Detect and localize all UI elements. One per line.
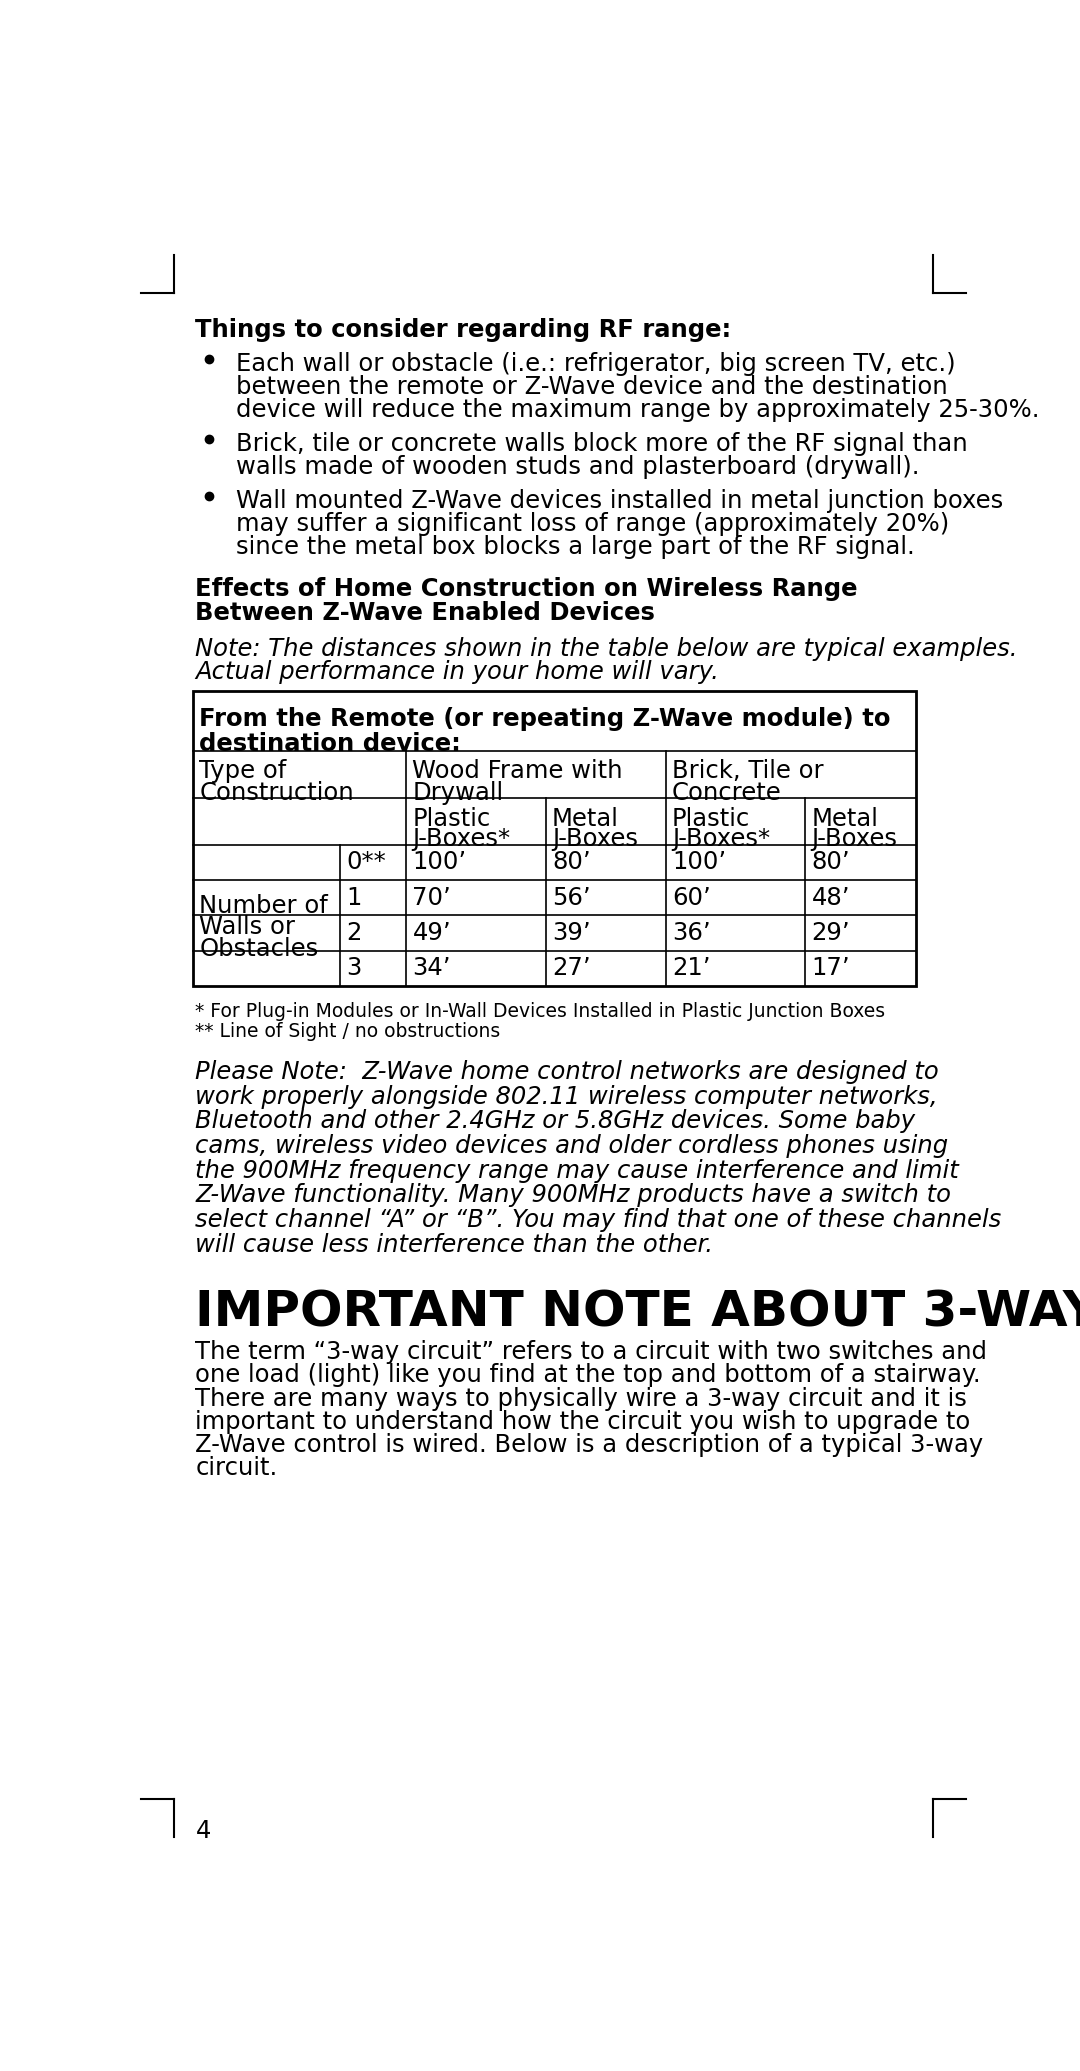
Text: 100’: 100’ (672, 851, 726, 874)
Text: Metal: Metal (811, 806, 878, 830)
Text: Obstacles: Obstacles (200, 936, 319, 961)
Text: Plastic: Plastic (413, 806, 490, 830)
Text: Brick, tile or concrete walls block more of the RF signal than: Brick, tile or concrete walls block more… (235, 431, 968, 456)
Text: Each wall or obstacle (i.e.: refrigerator, big screen TV, etc.): Each wall or obstacle (i.e.: refrigerato… (235, 352, 956, 375)
Text: select channel “A” or “B”. You may find that one of these channels: select channel “A” or “B”. You may find … (195, 1207, 1002, 1232)
Text: 60’: 60’ (672, 886, 711, 909)
Text: The term “3-way circuit” refers to a circuit with two switches and: The term “3-way circuit” refers to a cir… (195, 1340, 987, 1365)
Text: Walls or: Walls or (200, 915, 295, 940)
Text: Actual performance in your home will vary.: Actual performance in your home will var… (195, 661, 719, 683)
Text: Effects of Home Construction on Wireless Range: Effects of Home Construction on Wireless… (195, 576, 858, 601)
Text: Type of: Type of (200, 760, 286, 783)
Text: work properly alongside 802.11 wireless computer networks,: work properly alongside 802.11 wireless … (195, 1085, 939, 1108)
Text: Number of: Number of (200, 895, 328, 917)
Text: since the metal box blocks a large part of the RF signal.: since the metal box blocks a large part … (235, 534, 915, 559)
Text: Plastic: Plastic (672, 806, 751, 830)
Text: 4: 4 (195, 1818, 211, 1843)
Text: Wall mounted Z-Wave devices installed in metal junction boxes: Wall mounted Z-Wave devices installed in… (235, 489, 1003, 514)
Text: Concrete: Concrete (672, 781, 782, 806)
Text: 100’: 100’ (413, 851, 467, 874)
Text: will cause less interference than the other.: will cause less interference than the ot… (195, 1232, 714, 1257)
Text: 17’: 17’ (811, 957, 850, 980)
Text: Z-Wave functionality. Many 900MHz products have a switch to: Z-Wave functionality. Many 900MHz produc… (195, 1183, 951, 1207)
Text: 49’: 49’ (413, 922, 451, 944)
Text: between the remote or Z-Wave device and the destination: between the remote or Z-Wave device and … (235, 375, 947, 400)
Text: 1: 1 (347, 886, 362, 909)
Text: Note: The distances shown in the table below are typical examples.: Note: The distances shown in the table b… (195, 636, 1018, 661)
Text: J-Boxes*: J-Boxes* (413, 826, 511, 851)
Text: Please Note:  Z-Wave home control networks are designed to: Please Note: Z-Wave home control network… (195, 1060, 940, 1083)
Text: Bluetooth and other 2.4GHz or 5.8GHz devices. Some baby: Bluetooth and other 2.4GHz or 5.8GHz dev… (195, 1110, 916, 1133)
Text: There are many ways to physically wire a 3-way circuit and it is: There are many ways to physically wire a… (195, 1388, 968, 1410)
Text: 39’: 39’ (552, 922, 591, 944)
Text: walls made of wooden studs and plasterboard (drywall).: walls made of wooden studs and plasterbo… (235, 456, 919, 478)
Text: * For Plug-in Modules or In-Wall Devices Installed in Plastic Junction Boxes: * For Plug-in Modules or In-Wall Devices… (195, 1002, 886, 1021)
Text: 36’: 36’ (672, 922, 711, 944)
Text: J-Boxes: J-Boxes (811, 826, 897, 851)
Text: may suffer a significant loss of range (approximately 20%): may suffer a significant loss of range (… (235, 512, 949, 536)
Text: ** Line of Sight / no obstructions: ** Line of Sight / no obstructions (195, 1021, 501, 1040)
Text: 0**: 0** (347, 851, 387, 874)
Text: Construction: Construction (200, 781, 354, 806)
Text: 34’: 34’ (413, 957, 451, 980)
Text: device will reduce the maximum range by approximately 25-30%.: device will reduce the maximum range by … (235, 398, 1039, 422)
Text: Z-Wave control is wired. Below is a description of a typical 3-way: Z-Wave control is wired. Below is a desc… (195, 1433, 984, 1456)
Text: 27’: 27’ (552, 957, 591, 980)
Text: 80’: 80’ (811, 851, 850, 874)
Text: J-Boxes*: J-Boxes* (672, 826, 770, 851)
Text: 2: 2 (347, 922, 362, 944)
Text: Drywall: Drywall (413, 781, 503, 806)
Text: 21’: 21’ (672, 957, 711, 980)
Text: Brick, Tile or: Brick, Tile or (672, 760, 824, 783)
Text: 80’: 80’ (552, 851, 591, 874)
Text: 3: 3 (347, 957, 362, 980)
Text: From the Remote (or repeating Z-Wave module) to: From the Remote (or repeating Z-Wave mod… (200, 708, 891, 731)
Text: J-Boxes: J-Boxes (552, 826, 638, 851)
Text: one load (light) like you find at the top and bottom of a stairway.: one load (light) like you find at the to… (195, 1363, 981, 1388)
Text: IMPORTANT NOTE ABOUT 3-WAY CIRCUITS: IMPORTANT NOTE ABOUT 3-WAY CIRCUITS (195, 1288, 1080, 1336)
Text: 56’: 56’ (552, 886, 591, 909)
Text: cams, wireless video devices and older cordless phones using: cams, wireless video devices and older c… (195, 1135, 948, 1158)
Text: Metal: Metal (552, 806, 619, 830)
Text: 48’: 48’ (811, 886, 850, 909)
Text: 29’: 29’ (811, 922, 850, 944)
Text: 70’: 70’ (413, 886, 451, 909)
Bar (193, 690, 916, 986)
Text: the 900MHz frequency range may cause interference and limit: the 900MHz frequency range may cause int… (195, 1158, 959, 1183)
Text: circuit.: circuit. (195, 1456, 278, 1481)
Text: Between Z-Wave Enabled Devices: Between Z-Wave Enabled Devices (195, 601, 656, 625)
Text: important to understand how the circuit you wish to upgrade to: important to understand how the circuit … (195, 1410, 971, 1433)
Text: destination device:: destination device: (200, 731, 461, 756)
Text: Wood Frame with: Wood Frame with (413, 760, 623, 783)
Text: Things to consider regarding RF range:: Things to consider regarding RF range: (195, 317, 732, 342)
